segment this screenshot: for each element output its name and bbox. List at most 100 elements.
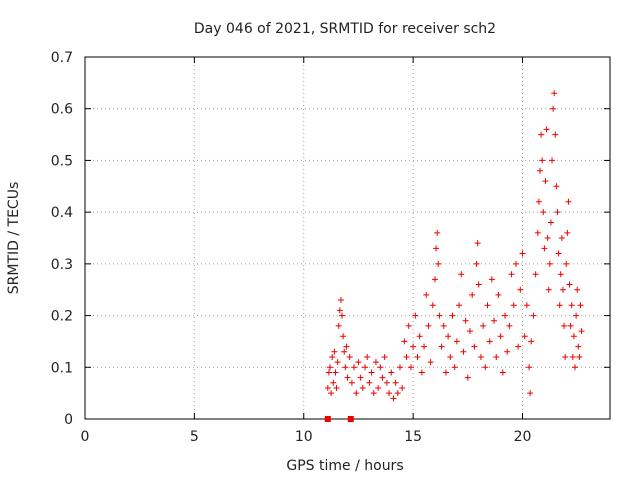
data-point (559, 286, 566, 293)
data-point (429, 302, 436, 309)
data-point (435, 260, 442, 267)
data-point (449, 312, 456, 319)
data-point (510, 302, 517, 309)
data-point (390, 395, 397, 402)
data-point (421, 343, 428, 350)
data-point (570, 333, 577, 340)
data-point (412, 312, 419, 319)
data-point (491, 317, 498, 324)
data-point (556, 302, 563, 309)
y-tick-label: 0.5 (51, 153, 73, 169)
data-point (563, 260, 570, 267)
data-point (521, 333, 528, 340)
data-point (512, 260, 519, 267)
data-point (473, 260, 480, 267)
data-point (330, 379, 337, 386)
data-point (517, 286, 524, 293)
data-point (558, 235, 565, 241)
data-point (334, 359, 341, 366)
data-point (377, 364, 384, 371)
data-point (397, 364, 403, 371)
data-point (527, 390, 534, 397)
axis-ticks: 0 5 10 15 20 0 0.1 0.2 0.3 0.4 0.5 0.6 0.7 (51, 50, 610, 445)
data-point (344, 374, 351, 381)
data-point (370, 390, 377, 397)
data-point (434, 229, 441, 236)
data-point (577, 302, 584, 309)
data-point (557, 271, 564, 278)
data-point (327, 364, 333, 371)
data-point (566, 281, 573, 288)
data-point (343, 343, 350, 350)
data-point (545, 286, 552, 293)
data-point (573, 312, 580, 319)
grid-lines (85, 57, 610, 419)
data-point (438, 343, 445, 350)
data-point (554, 209, 561, 216)
data-point (534, 229, 541, 236)
data-point (451, 364, 458, 371)
x-tick-label: 20 (514, 429, 532, 445)
data-point (348, 379, 355, 386)
data-point (562, 353, 569, 360)
data-point (551, 90, 558, 97)
data-point (484, 302, 491, 309)
data-point (502, 312, 508, 319)
data-point (336, 307, 343, 314)
data-point (486, 338, 493, 345)
data-point (550, 105, 557, 112)
data-point (541, 245, 548, 252)
data-point (388, 369, 395, 376)
data-point (480, 322, 487, 329)
data-point (366, 379, 373, 386)
data-point (324, 384, 331, 391)
data-point (325, 369, 332, 376)
data-point (427, 359, 434, 366)
data-point (445, 333, 452, 340)
data-point (372, 359, 379, 366)
data-point (392, 379, 399, 386)
data-point (332, 369, 339, 376)
data-point (569, 353, 576, 360)
data-point (353, 390, 360, 397)
x-tick-label: 10 (295, 429, 313, 445)
data-point (568, 302, 575, 309)
data-point (508, 271, 515, 278)
data-point (460, 348, 467, 355)
data-point (362, 364, 368, 371)
data-point (538, 131, 545, 138)
data-point (482, 364, 489, 371)
data-point (499, 369, 506, 376)
data-point (379, 374, 386, 381)
data-point (335, 322, 342, 329)
data-point (565, 198, 572, 205)
data-point (383, 379, 390, 386)
data-point (572, 364, 578, 371)
data-point (375, 384, 382, 391)
data-point (337, 297, 344, 304)
zero-marker (347, 416, 354, 422)
data-point (493, 353, 500, 360)
data-point (436, 312, 443, 319)
data-point (458, 271, 465, 278)
data-point (515, 343, 522, 350)
data-point (442, 369, 449, 376)
y-tick-label: 0.1 (51, 360, 73, 376)
data-point (561, 322, 568, 329)
data-point (495, 291, 502, 298)
data-point (578, 328, 585, 335)
data-point (530, 312, 537, 319)
data-point (416, 333, 423, 340)
data-point (331, 348, 338, 355)
data-point (339, 312, 346, 319)
data-point (403, 353, 410, 360)
data-point (381, 353, 388, 360)
data-point (453, 338, 460, 345)
data-point (469, 291, 476, 298)
y-tick-label: 0.6 (51, 102, 73, 118)
data-point (359, 384, 366, 391)
data-point (549, 157, 556, 164)
data-point (504, 348, 511, 355)
data-point (414, 353, 421, 360)
